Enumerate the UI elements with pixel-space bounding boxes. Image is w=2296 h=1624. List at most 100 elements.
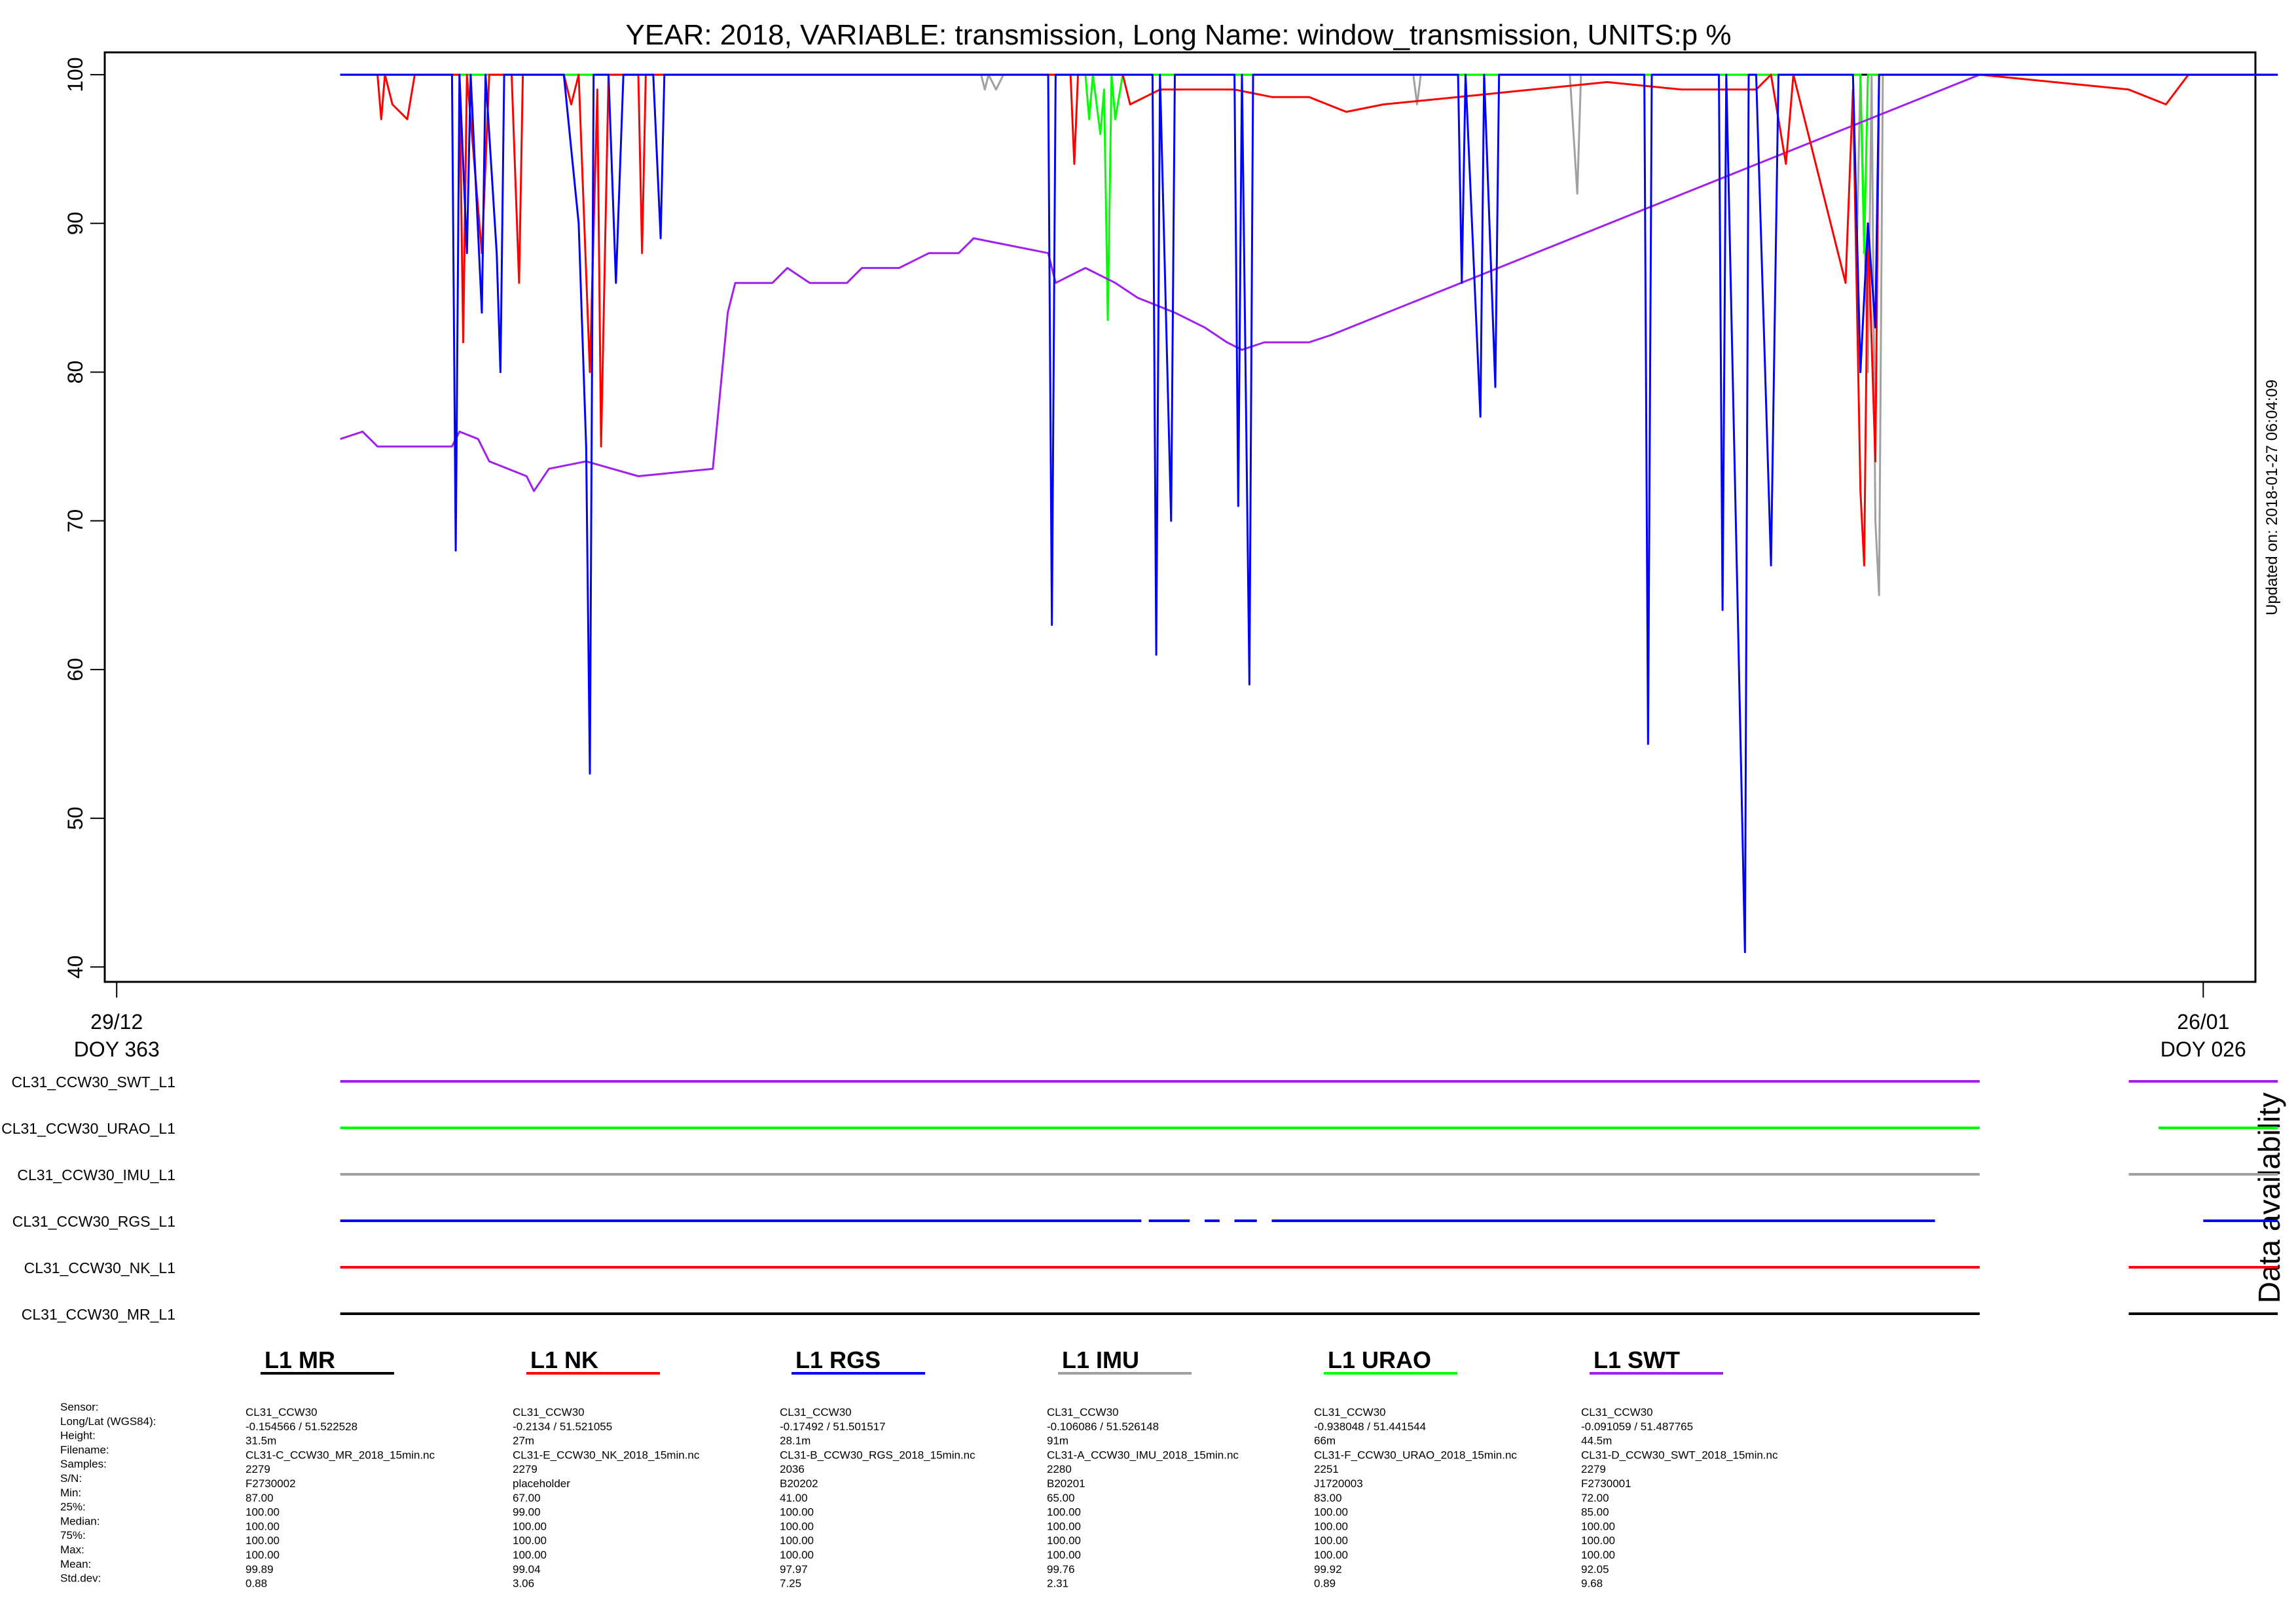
stats-cell: -0.106086 / 51.526148 — [1047, 1420, 1159, 1433]
legend-label-mr: L1 MR — [264, 1346, 335, 1373]
stats-cell: 2280 — [1047, 1463, 1072, 1475]
stats-cell: 2279 — [246, 1463, 270, 1475]
stats-cell: CL31_CCW30 — [246, 1406, 318, 1418]
legend-label-nk: L1 NK — [530, 1346, 598, 1373]
stats-cell: 100.00 — [780, 1534, 814, 1547]
stats-cell: CL31_CCW30 — [1047, 1406, 1119, 1418]
stats-cell: 87.00 — [246, 1492, 274, 1504]
x-tick-date-1: 26/01 — [2177, 1010, 2229, 1034]
stats-cell: 91m — [1047, 1435, 1068, 1447]
availability-row-label: CL31_CCW30_URAO_L1 — [1, 1120, 175, 1137]
series-layer — [340, 73, 2278, 954]
stats-cell: 100.00 — [1047, 1534, 1081, 1547]
stats-cell: 99.89 — [246, 1563, 274, 1576]
stats-row-label: Min: — [60, 1487, 81, 1499]
stats-cell: 100.00 — [246, 1520, 280, 1532]
stats-row-label: Height: — [60, 1430, 96, 1442]
stats-cell: 0.88 — [246, 1578, 267, 1590]
stats-cell: 72.00 — [1581, 1492, 1609, 1504]
legend-label-rgs: L1 RGS — [795, 1346, 881, 1373]
stats-cell: 100.00 — [1047, 1506, 1081, 1519]
stats-cell: CL31_CCW30 — [1314, 1406, 1386, 1418]
stats-cell: CL31_CCW30 — [513, 1406, 585, 1418]
data-availability-label: Data availability — [2252, 1092, 2286, 1303]
stats-cell: 100.00 — [780, 1506, 814, 1519]
stats-row-label: Sensor: — [60, 1401, 99, 1413]
y-tick-label-60: 60 — [64, 658, 87, 681]
stats-cell: 0.89 — [1314, 1578, 1336, 1590]
y-tick-label-50: 50 — [64, 806, 87, 830]
stats-cell: J1720003 — [1314, 1477, 1363, 1490]
stats-row-label: Median: — [60, 1515, 100, 1527]
stats-cell: CL31-F_CCW30_URAO_2018_15min.nc — [1314, 1449, 1517, 1461]
stats-cell: 2251 — [1314, 1463, 1339, 1475]
stats-row-label: 25%: — [60, 1501, 86, 1513]
stats-cell: 99.00 — [513, 1506, 541, 1519]
stats-row-label: Mean: — [60, 1558, 91, 1570]
stats-cell: placeholder — [513, 1477, 570, 1490]
updated-on-label: Updated on: 2018-01-27 06:04:09 — [2263, 380, 2281, 615]
stats-cell: 92.05 — [1581, 1563, 1609, 1576]
stats-cell: -0.17492 / 51.501517 — [780, 1420, 886, 1433]
stats-row-label: Filename: — [60, 1443, 109, 1456]
stats-cell: B20202 — [780, 1477, 818, 1490]
stats-cell: 100.00 — [513, 1549, 547, 1561]
stats-row-label: S/N: — [60, 1472, 82, 1485]
x-axis: 29/12 DOY 363 26/01 DOY 026 — [74, 982, 2246, 1061]
stats-cell: CL31-C_CCW30_MR_2018_15min.nc — [246, 1449, 435, 1461]
stats-cell: 66m — [1314, 1435, 1336, 1447]
stats-cell: 97.97 — [780, 1563, 808, 1576]
legend-label-imu: L1 IMU — [1062, 1346, 1139, 1373]
stats-cell: 100.00 — [780, 1520, 814, 1532]
stats-cell: 31.5m — [246, 1435, 276, 1447]
stats-cell: -0.938048 / 51.441544 — [1314, 1420, 1426, 1433]
stats-cell: 100.00 — [246, 1506, 280, 1519]
chart-title: YEAR: 2018, VARIABLE: transmission, Long… — [626, 19, 1732, 51]
stats-row-label: Long/Lat (WGS84): — [60, 1415, 156, 1428]
stats-cell: 99.04 — [513, 1563, 541, 1576]
stats-cell: 44.5m — [1581, 1435, 1612, 1447]
x-tick-doy-0: DOY 363 — [74, 1038, 160, 1061]
y-tick-label-80: 80 — [64, 361, 87, 384]
stats-cell: 28.1m — [780, 1435, 811, 1447]
x-tick-doy-1: DOY 026 — [2160, 1038, 2246, 1061]
stats-cell: 100.00 — [246, 1549, 280, 1561]
plot-area-frame — [103, 51, 2257, 983]
stats-cell: 100.00 — [1581, 1520, 1615, 1532]
stats-cell: 9.68 — [1581, 1578, 1603, 1590]
series-line-imu — [340, 73, 1980, 596]
stats-table: Sensor: Long/Lat (WGS84): Height:Filename:… — [60, 1401, 1778, 1590]
stats-cell: 65.00 — [1047, 1492, 1075, 1504]
availability-row-label: CL31_CCW30_MR_L1 — [22, 1306, 175, 1323]
stats-cell: B20201 — [1047, 1477, 1085, 1490]
stats-cell: 100.00 — [1314, 1534, 1348, 1547]
y-tick-label-100: 100 — [64, 57, 87, 92]
stats-cell: 100.00 — [1047, 1549, 1081, 1561]
stats-cell: 2036 — [780, 1463, 805, 1475]
y-tick-label-40: 40 — [64, 955, 87, 979]
stats-cell: 67.00 — [513, 1492, 541, 1504]
stats-cell: CL31-D_CCW30_SWT_2018_15min.nc — [1581, 1449, 1778, 1461]
stats-cell: -0.2134 / 51.521055 — [513, 1420, 612, 1433]
stats-cell: 100.00 — [1314, 1506, 1348, 1519]
stats-cell: 100.00 — [1581, 1549, 1615, 1561]
legend-label-urao: L1 URAO — [1328, 1346, 1431, 1373]
stats-cell: 100.00 — [513, 1534, 547, 1547]
stats-cell: F2730002 — [246, 1477, 296, 1490]
stats-cell: -0.154566 / 51.522528 — [246, 1420, 357, 1433]
stats-cell: 41.00 — [780, 1492, 808, 1504]
availability-panel: CL31_CCW30_SWT_L1 CL31_CCW30_URAO_L1 CL31_… — [1, 1074, 2278, 1323]
stats-row-label: 75%: — [60, 1529, 86, 1542]
x-tick-date-0: 29/12 — [90, 1010, 143, 1034]
stats-cell: 100.00 — [1581, 1534, 1615, 1547]
stats-cell: 99.92 — [1314, 1563, 1342, 1576]
stats-cell: 83.00 — [1314, 1492, 1342, 1504]
stats-cell: 100.00 — [1047, 1520, 1081, 1532]
availability-row-label: CL31_CCW30_NK_L1 — [24, 1259, 175, 1276]
stats-row-label: Std.dev: — [60, 1572, 101, 1585]
stats-cell: CL31-B_CCW30_RGS_2018_15min.nc — [780, 1449, 975, 1461]
stats-cell: 100.00 — [1314, 1549, 1348, 1561]
legend: L1 MR L1 NK L1 RGS L1 IMU L1 URAO L1 SWT — [261, 1346, 1723, 1375]
stats-cell: 99.76 — [1047, 1563, 1075, 1576]
